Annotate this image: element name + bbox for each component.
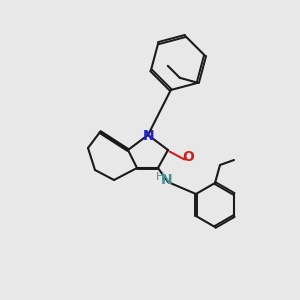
Text: N: N — [161, 173, 173, 187]
Text: N: N — [143, 129, 155, 143]
Text: O: O — [182, 150, 194, 164]
Text: H: H — [156, 172, 164, 182]
